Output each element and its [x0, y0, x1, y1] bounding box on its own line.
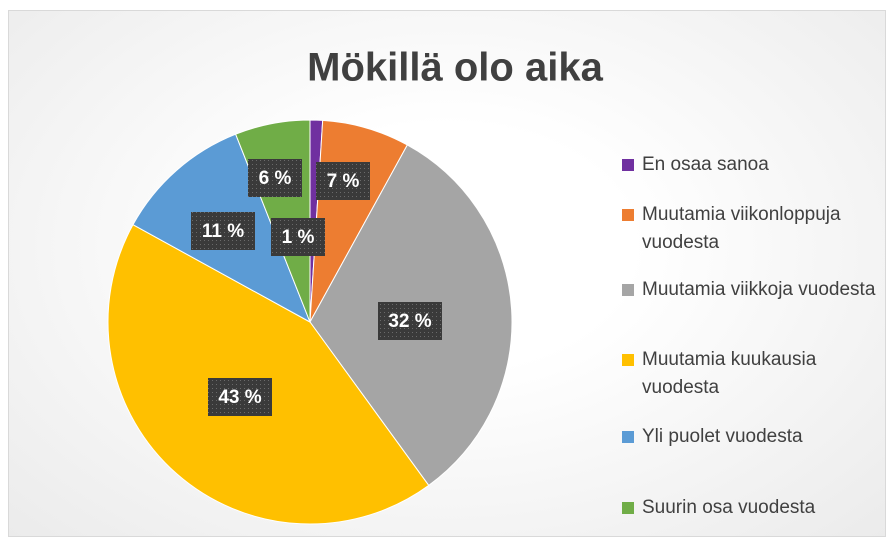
legend-swatch — [622, 284, 634, 296]
legend-label: Muutamia viikonloppuja vuodesta — [642, 204, 841, 253]
legend-swatch — [622, 354, 634, 366]
legend-label: Muutamia kuukausia vuodesta — [642, 349, 817, 398]
data-label: 7 % — [327, 171, 360, 192]
legend-swatch — [622, 209, 634, 221]
legend-swatch — [622, 431, 634, 443]
data-label: 6 % — [259, 168, 292, 189]
legend-label: Suurin osa vuodesta — [642, 497, 816, 518]
data-label-box — [271, 218, 325, 256]
legend-swatch — [622, 159, 634, 171]
legend-label: Muutamia viikkoja vuodesta — [642, 279, 876, 300]
data-label: 32 % — [388, 311, 431, 332]
data-label-box — [378, 302, 442, 340]
data-label-box — [208, 378, 272, 416]
legend-label: En osaa sanoa — [642, 154, 769, 175]
chart-title: Mökillä olo aika — [307, 46, 603, 90]
data-label: 43 % — [218, 387, 261, 408]
legend-swatch — [622, 502, 634, 514]
data-label-box — [316, 162, 370, 200]
data-label-box — [191, 212, 255, 250]
data-label-box — [248, 159, 302, 197]
data-label: 11 % — [202, 221, 244, 242]
legend-label: Yli puolet vuodesta — [642, 426, 803, 447]
pie-slice — [107, 224, 430, 525]
data-label: 1 % — [282, 227, 315, 248]
